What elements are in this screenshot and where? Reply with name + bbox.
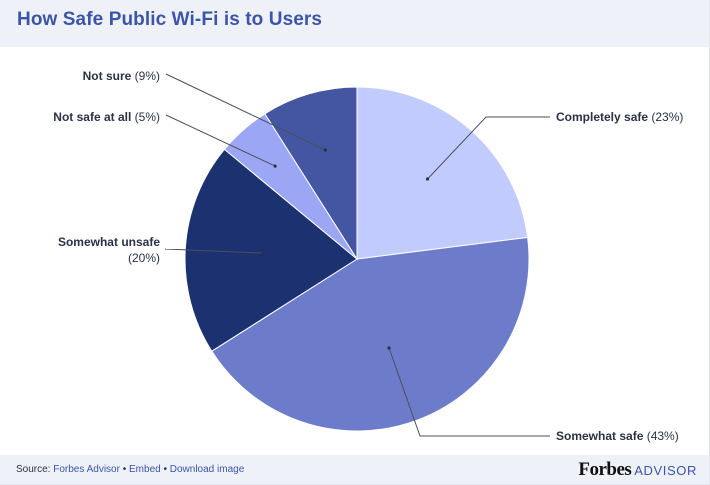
pie-chart: Completely safe (23%) Somewhat safe (43%)…	[53, 69, 683, 443]
label-leaders	[164, 73, 550, 437]
label-somewhat-safe: Somewhat safe (43%)	[556, 429, 679, 443]
slice-somewhat-safe	[211, 236, 530, 432]
label-percent: (43%)	[643, 429, 678, 443]
leader-dot-somewhat-unsafe	[260, 251, 265, 255]
leader-not-sure	[165, 73, 326, 151]
chart-footer: Source: Forbes Advisor • Embed • Downloa…	[0, 455, 709, 484]
label-percent: (20%)	[128, 251, 160, 265]
label-not-safe-at-all: Not safe at all (5%)	[53, 110, 160, 124]
leader-not-safe-at-all	[165, 114, 276, 167]
slice-completely-safe	[356, 86, 529, 260]
source-link[interactable]: Forbes Advisor	[53, 464, 120, 475]
source-line: Source: Forbes Advisor • Embed • Downloa…	[16, 464, 244, 475]
label-percent: (5%)	[131, 110, 160, 124]
chart-header: How Safe Public Wi-Fi is to Users	[0, 0, 709, 47]
brand-name: Forbes	[578, 459, 632, 480]
label-completely-safe: Completely safe (23%)	[556, 110, 683, 124]
download-image-link[interactable]: Download image	[169, 464, 245, 475]
leader-completely-safe	[427, 116, 550, 180]
leader-somewhat-unsafe	[164, 248, 263, 254]
label-name: Not safe at all	[53, 110, 131, 124]
chart-title: How Safe Public Wi-Fi is to Users	[17, 9, 323, 30]
label-name: Somewhat unsafe	[58, 235, 160, 249]
label-percent: (23%)	[648, 110, 683, 124]
forbes-advisor-logo: Forbes ADVISOR	[578, 459, 697, 481]
label-not-sure: Not sure (9%)	[83, 69, 160, 83]
label-name: Not sure	[83, 69, 132, 83]
leader-somewhat-safe	[388, 347, 550, 437]
label-percent: (9%)	[131, 69, 160, 83]
leader-dot-completely-safe	[425, 177, 430, 181]
embed-link[interactable]: Embed	[129, 464, 161, 475]
pie-slices	[184, 86, 530, 432]
slice-labels: Completely safe (23%) Somewhat safe (43%)…	[53, 69, 683, 443]
label-name: Somewhat safe	[556, 429, 644, 443]
label-somewhat-unsafe: Somewhat unsafe (20%)	[58, 235, 160, 265]
slice-somewhat-unsafe	[184, 148, 358, 352]
label-name: Completely safe	[556, 110, 648, 124]
leader-dot-not-safe-at-all	[273, 164, 277, 168]
source-prefix: Source:	[16, 464, 54, 475]
leader-dot-somewhat-safe	[387, 346, 391, 350]
leader-dot-not-sure	[323, 148, 327, 152]
brand-suffix: ADVISOR	[634, 463, 697, 478]
separator-1: •	[119, 464, 130, 475]
separator-2: •	[160, 464, 170, 475]
slice-not-sure	[264, 86, 358, 261]
